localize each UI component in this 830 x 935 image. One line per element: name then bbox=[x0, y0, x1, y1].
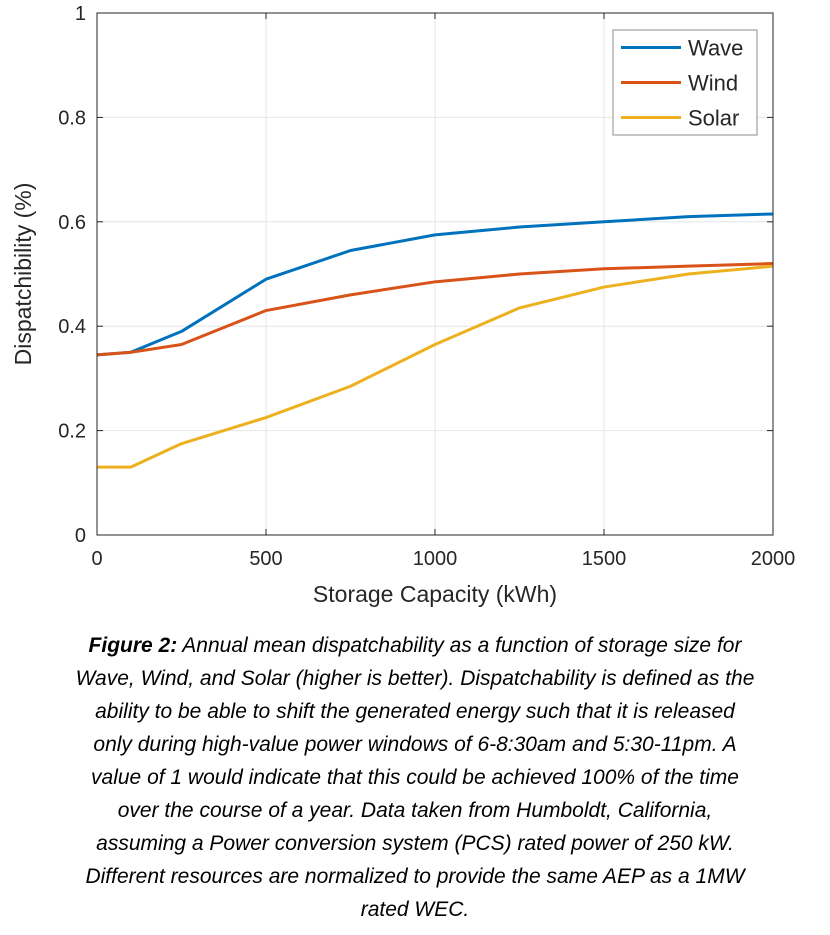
y-tick-label: 0.2 bbox=[58, 421, 86, 443]
figure-caption-label: Figure 2: bbox=[88, 634, 178, 657]
y-tick-label: 0.4 bbox=[58, 316, 86, 338]
gridlines bbox=[97, 13, 773, 535]
x-axis-label: Storage Capacity (kWh) bbox=[313, 581, 557, 607]
x-tick-label: 1000 bbox=[413, 548, 458, 570]
y-axis-label: Dispatchibility (%) bbox=[10, 183, 36, 366]
series-line-wind bbox=[96, 262, 774, 357]
legend-label-wave: Wave bbox=[688, 36, 743, 61]
plot-box bbox=[96, 12, 774, 536]
x-tick-label: 0 bbox=[91, 548, 102, 570]
dispatchability-chart: 0 500 1000 1500 2000 0 0.2 0.4 0.6 0.8 1 Storage C… bbox=[10, 3, 795, 607]
caption-line: over the course of a year. Data taken fr… bbox=[117, 799, 713, 822]
y-tick-label: 1 bbox=[75, 3, 86, 25]
legend-label-wind: Wind bbox=[688, 71, 738, 96]
caption-line: assuming a Power conversion system (PCS)… bbox=[96, 832, 734, 855]
caption-line: value of 1 would indicate that this coul… bbox=[91, 766, 739, 789]
series-lines bbox=[96, 212, 774, 469]
tick-labels: 0 500 1000 1500 2000 0 0.2 0.4 0.6 0.8 1 bbox=[58, 3, 795, 570]
series-line-wave bbox=[96, 212, 774, 357]
series-line-solar bbox=[97, 264, 774, 469]
x-tick-label: 1500 bbox=[582, 548, 627, 570]
caption-line: rated WEC. bbox=[360, 898, 470, 921]
caption-line: Different resources are normalized to pr… bbox=[85, 865, 745, 888]
figure-caption: Figure 2: Annual mean dispatchability as… bbox=[0, 629, 830, 926]
legend: Wave Wind Solar bbox=[612, 29, 758, 136]
legend-label-solar: Solar bbox=[688, 106, 739, 131]
y-tick-label: 0.6 bbox=[58, 212, 86, 234]
y-tick-label: 0.8 bbox=[58, 107, 86, 129]
x-tick-label: 500 bbox=[249, 548, 282, 570]
x-tick-label: 2000 bbox=[751, 548, 796, 570]
caption-line: ability to be able to shift the generate… bbox=[95, 700, 735, 723]
caption-line: Figure 2: Annual mean dispatchability as… bbox=[88, 634, 742, 657]
y-tick-label: 0 bbox=[75, 525, 86, 547]
caption-line: only during high-value power windows of … bbox=[93, 733, 737, 756]
caption-line: Wave, Wind, and Solar (higher is better)… bbox=[75, 667, 755, 690]
